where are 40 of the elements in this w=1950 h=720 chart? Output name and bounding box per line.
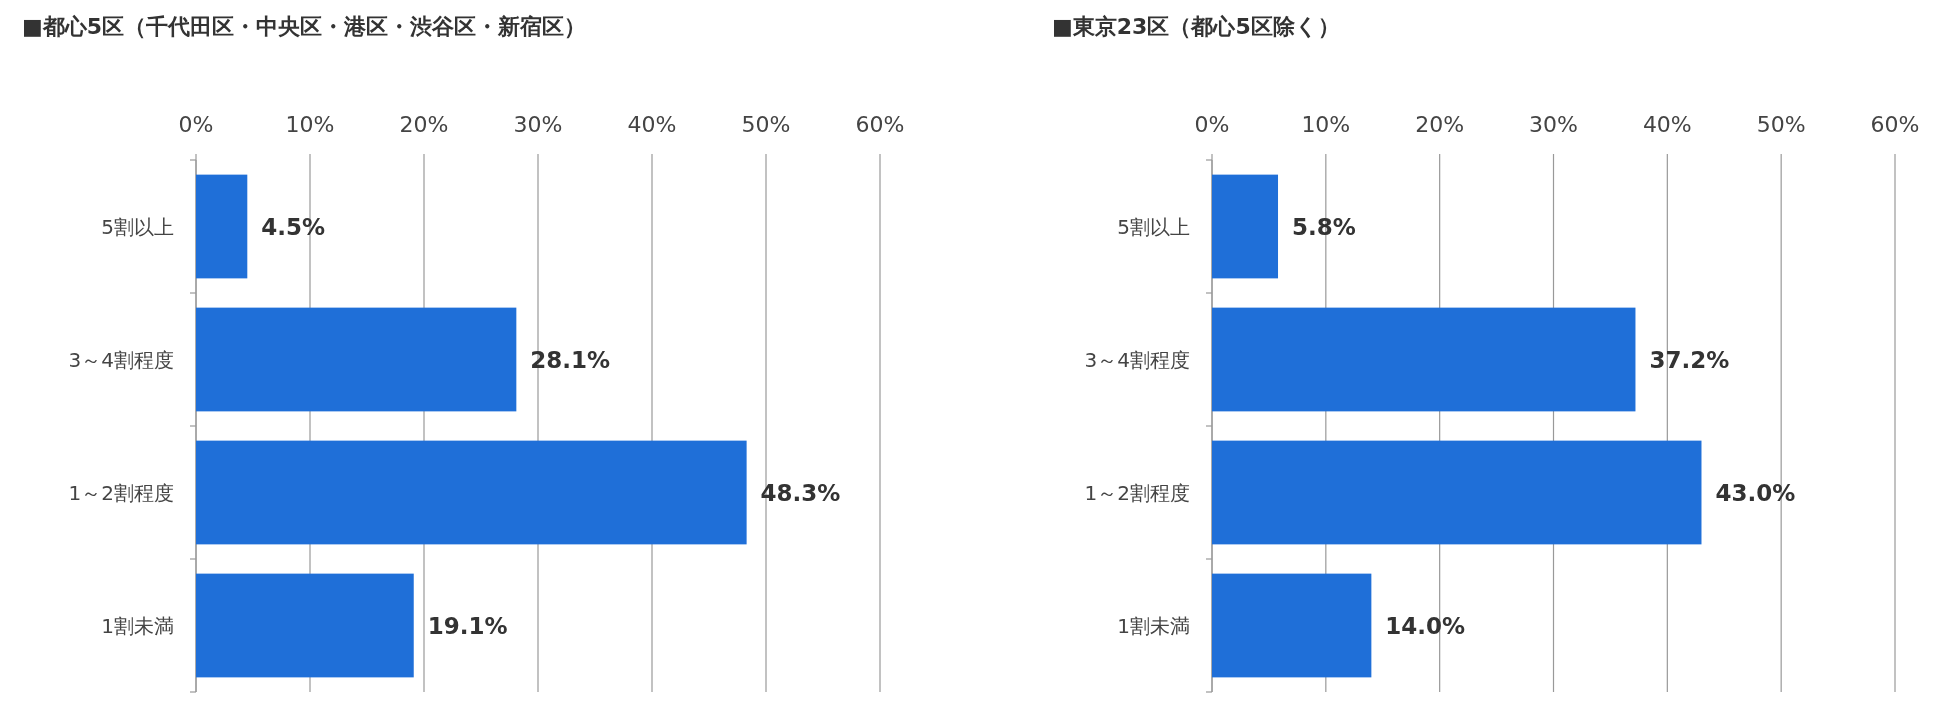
x-tick-label: 30% <box>1529 112 1578 137</box>
x-tick-label: 20% <box>1415 112 1465 137</box>
y-tick-label: 5割以上 <box>1117 214 1190 239</box>
x-tick-label: 0% <box>178 112 214 137</box>
data-label: 37.2% <box>1649 346 1730 373</box>
y-tick-label: 1～2割程度 <box>68 480 174 505</box>
y-tick-label: 1～2割程度 <box>1084 480 1190 505</box>
bar <box>196 440 747 545</box>
x-tick-label: 50% <box>741 112 791 137</box>
x-tick-label: 40% <box>1642 112 1692 137</box>
x-tick-label: 10% <box>1301 112 1351 137</box>
bar <box>1212 573 1372 678</box>
x-tick-label: 40% <box>627 112 677 137</box>
data-label: 28.1% <box>530 346 611 373</box>
x-tick-label: 20% <box>399 112 449 137</box>
x-tick-label: 0% <box>1194 112 1230 137</box>
x-tick-label: 60% <box>855 112 905 137</box>
y-tick-label: 1割未満 <box>1117 613 1190 638</box>
y-tick-label: 1割未満 <box>101 613 174 638</box>
data-label: 5.8% <box>1292 213 1356 240</box>
bar <box>196 174 248 279</box>
x-tick-label: 60% <box>1870 112 1920 137</box>
data-label: 4.5% <box>261 213 326 240</box>
x-tick-label: 50% <box>1756 112 1806 137</box>
bar <box>196 307 517 412</box>
bar <box>196 573 414 678</box>
data-label: 19.1% <box>427 612 508 639</box>
y-tick-label: 3～4割程度 <box>1084 347 1190 372</box>
x-tick-label: 30% <box>513 112 563 137</box>
data-label: 14.0% <box>1385 612 1466 639</box>
bar <box>1212 440 1702 545</box>
x-tick-label: 10% <box>285 112 335 137</box>
y-tick-label: 5割以上 <box>101 214 174 239</box>
bar <box>1212 307 1636 412</box>
bar <box>1212 174 1279 279</box>
data-label: 48.3% <box>760 479 841 506</box>
y-tick-label: 3～4割程度 <box>68 347 174 372</box>
chart-title: ■東京23区（都心5区除く） <box>1052 14 1340 39</box>
data-label: 43.0% <box>1715 479 1796 506</box>
chart-title: ■都心5区（千代田区・中央区・港区・渋谷区・新宿区） <box>22 14 587 39</box>
